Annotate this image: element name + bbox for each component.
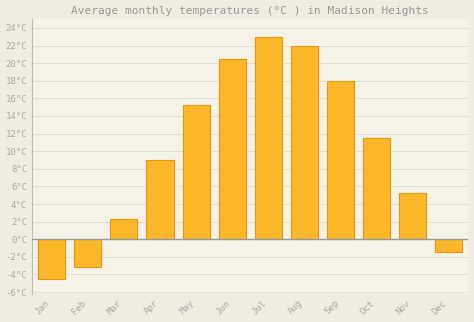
Bar xyxy=(327,81,354,239)
Bar xyxy=(435,239,462,252)
Bar xyxy=(399,194,426,239)
Bar xyxy=(110,219,137,239)
Bar xyxy=(38,239,65,279)
Bar xyxy=(255,37,282,239)
Bar xyxy=(291,45,318,239)
Title: Average monthly temperatures (°C ) in Madison Heights: Average monthly temperatures (°C ) in Ma… xyxy=(71,5,429,15)
Bar xyxy=(363,138,390,239)
Bar xyxy=(182,105,210,239)
Bar xyxy=(146,160,173,239)
Bar xyxy=(219,59,246,239)
Bar xyxy=(74,239,101,267)
